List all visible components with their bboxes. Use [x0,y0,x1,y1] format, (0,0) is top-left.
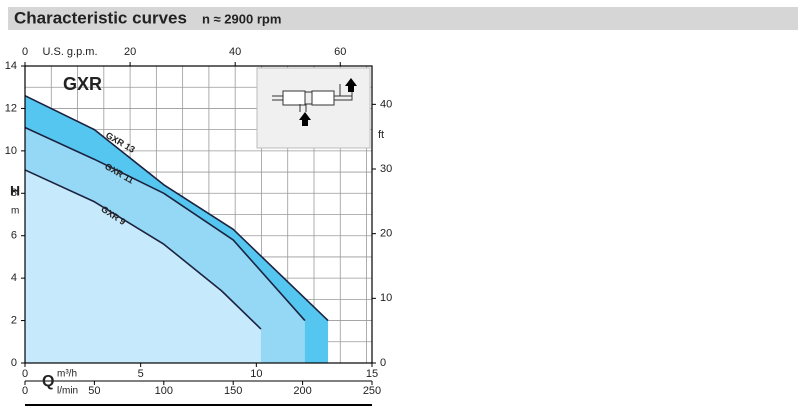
y2-tick-label: 10 [380,292,392,304]
y2-tick-label: 30 [380,163,392,175]
pump-diagram [256,67,371,149]
y-tick-label: 0 [11,357,17,369]
curve-line [24,169,262,330]
y-tick-label: 14 [5,60,17,72]
header-bar [8,7,798,30]
y-tick-label: 4 [11,272,17,284]
x-tick-label: 0 [22,368,28,380]
curve-line [24,126,306,322]
y2-axis-label: ft [378,129,384,141]
x2-axis-label: U.S. g.p.m. [42,46,97,58]
y-axis-unit: m [11,206,19,217]
model-label: GXR [63,74,102,94]
x-axis-label: Q [42,373,54,390]
x2-tick-label: 0 [22,46,28,58]
x3-tick-label: 100 [155,385,173,397]
x2-tick-label: 20 [124,46,136,58]
x-tick-label: 15 [366,368,378,380]
x3-tick-label: 150 [224,385,242,397]
x3-tick-label: 250 [363,385,381,397]
y-tick-label: 2 [11,314,17,326]
x-tick-label: 10 [250,368,262,380]
plot-frame [24,65,373,364]
area [25,169,261,363]
x3-tick-label: 0 [22,385,28,397]
y-tick-label: 6 [11,230,17,242]
x2-tick-label: 40 [229,46,241,58]
x-tick-label: 5 [138,368,144,380]
y-tick-label: 10 [5,145,17,157]
x3-axis-label: l/min [57,386,78,397]
curve-line [24,94,329,322]
x-axis-unit: m³/h [57,369,77,380]
chart-title: Characteristic curves [14,8,187,27]
x3-tick-label: 200 [293,385,311,397]
x2-tick-label: 60 [334,46,346,58]
y-axis-label: H [10,183,20,199]
y2-tick-label: 20 [380,228,392,240]
y2-tick-label: 0 [380,357,386,369]
y-tick-label: 8 [11,187,17,199]
x3-tick-label: 50 [88,385,100,397]
y-tick-label: 12 [5,102,17,114]
y2-tick-label: 40 [380,98,392,110]
chart-subtitle: n ≈ 2900 rpm [202,11,281,26]
